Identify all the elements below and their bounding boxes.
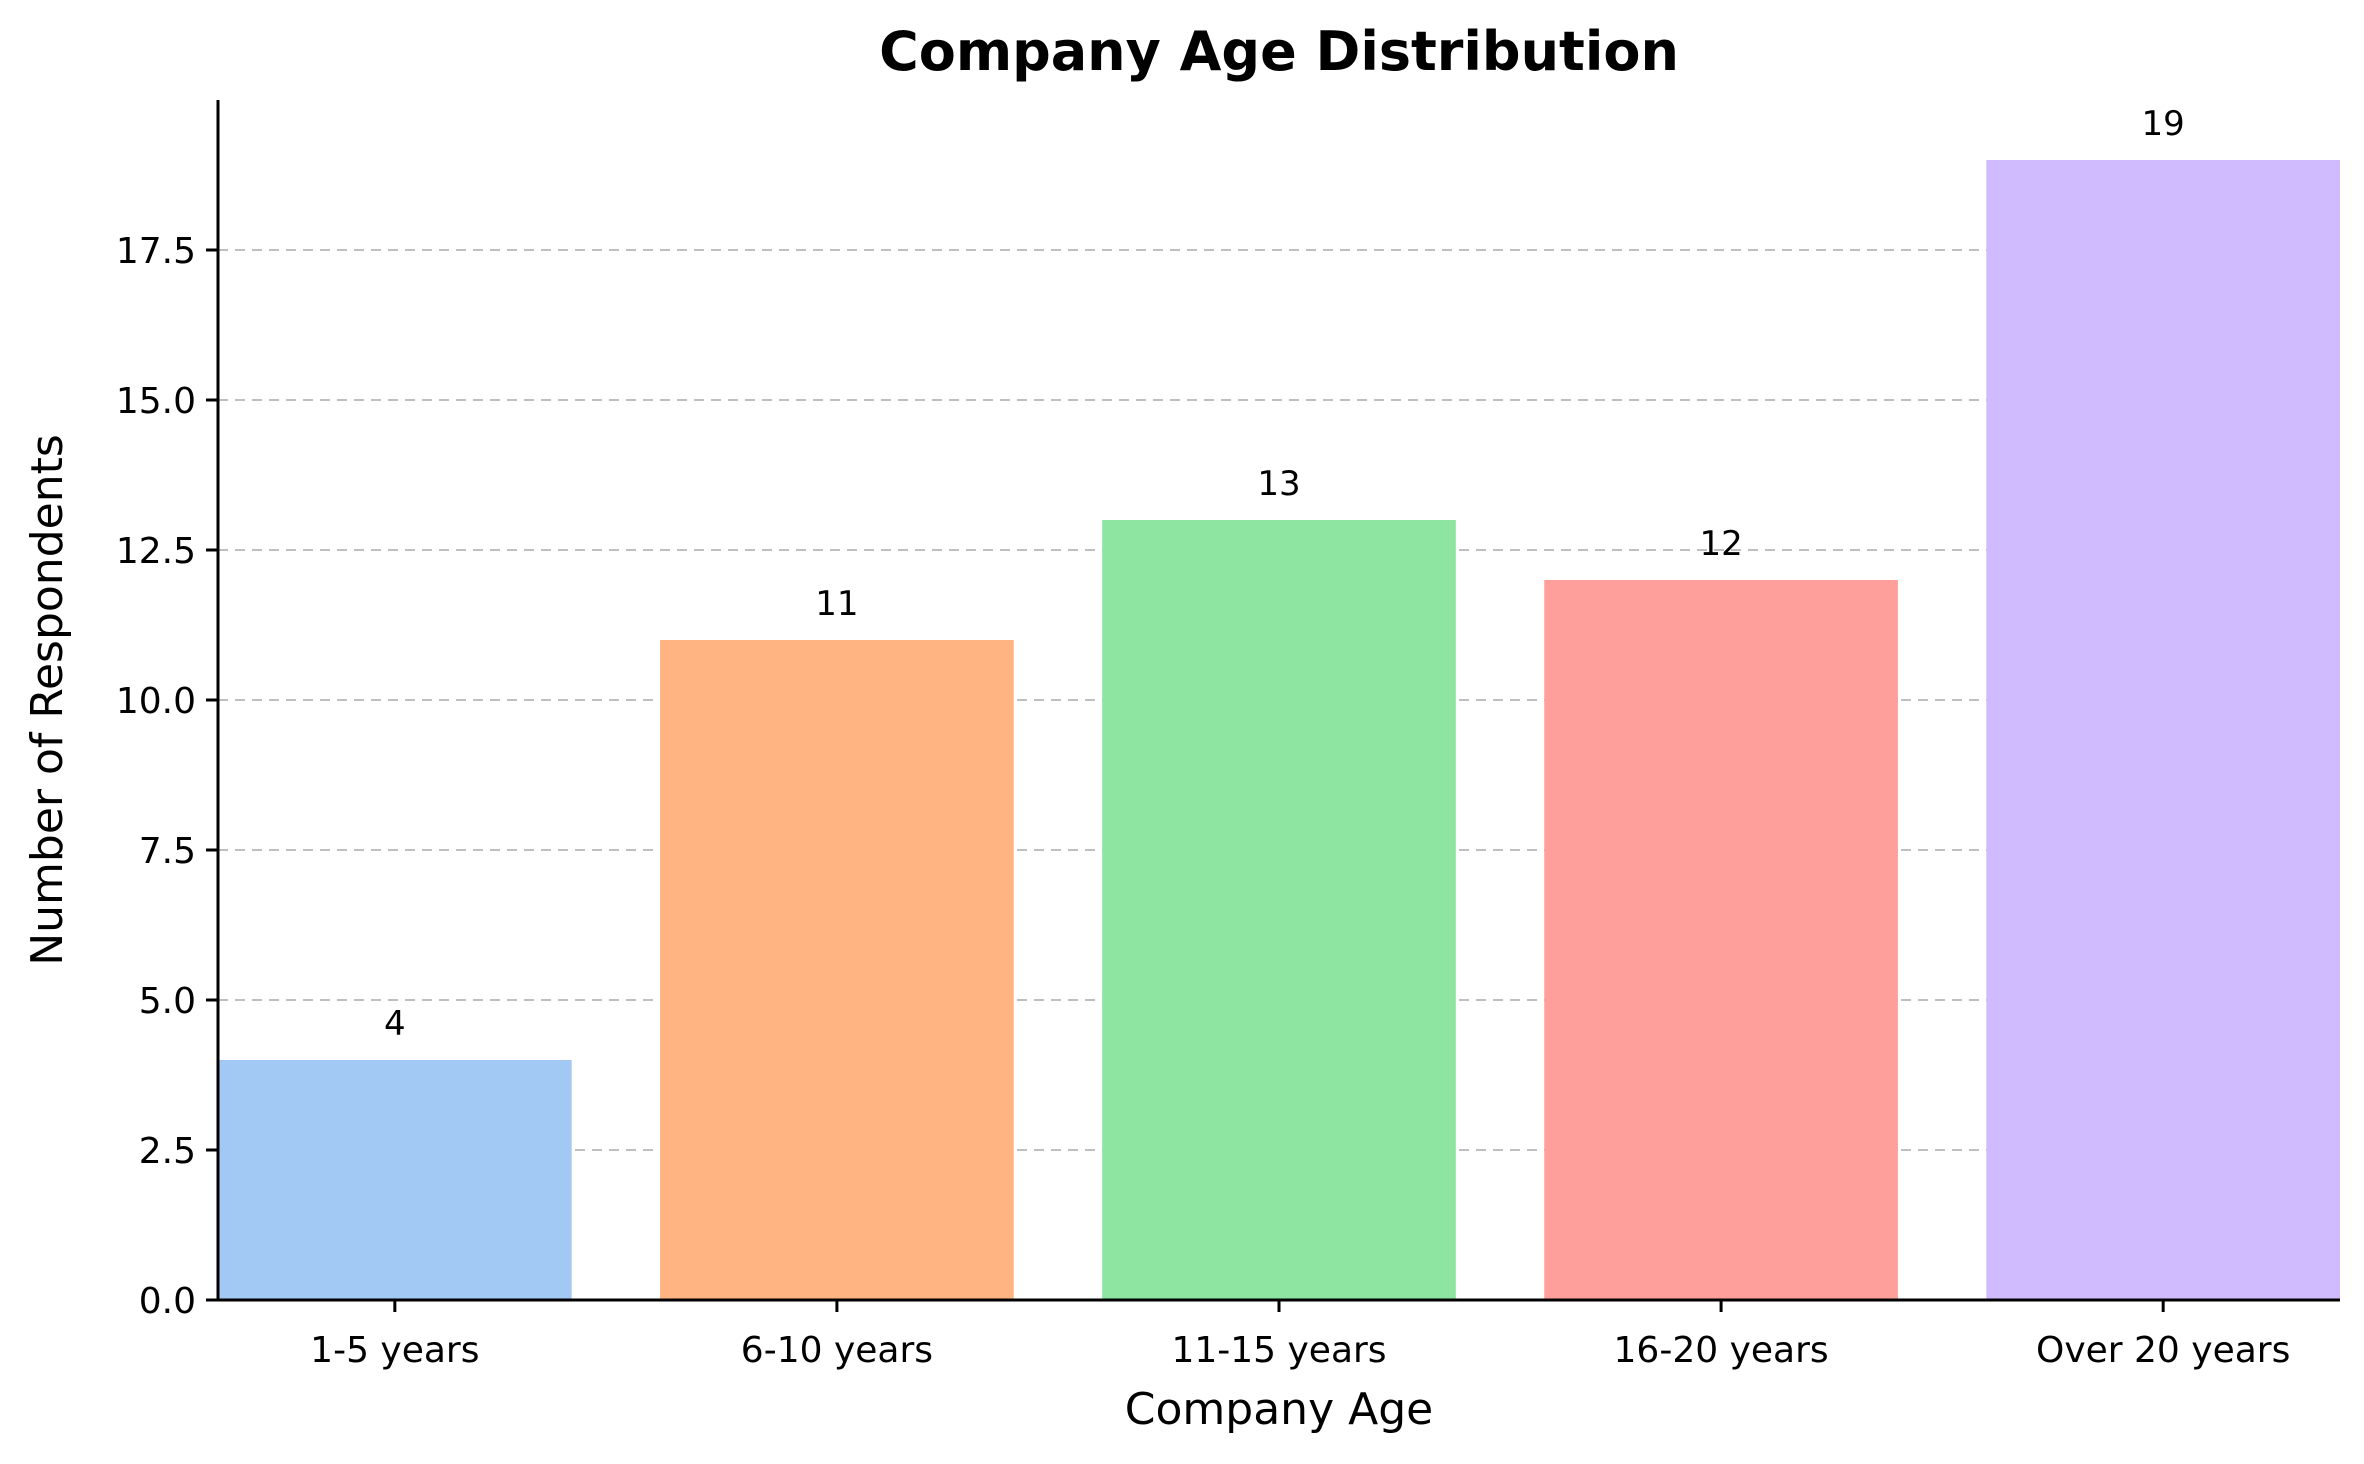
bar (660, 640, 1014, 1300)
x-axis-title: Company Age (1125, 1384, 1433, 1435)
bar-value-label: 12 (1699, 524, 1742, 564)
x-tick-label: Over 20 years (2036, 1330, 2290, 1371)
bar (218, 1060, 572, 1300)
x-ticks: 1-5 years 6-10 years 11-15 years 16-20 year… (310, 1300, 2290, 1371)
y-tick-label: 0.0 (139, 1281, 196, 1322)
chart-title: Company Age Distribution (879, 20, 1679, 83)
bar-value-label: 4 (384, 1004, 406, 1044)
bar (1102, 520, 1456, 1300)
bar-value-label: 11 (815, 584, 858, 624)
y-tick-label: 17.5 (116, 231, 196, 272)
y-tick-label: 7.5 (139, 831, 196, 872)
bar (1544, 580, 1898, 1300)
y-tick-label: 10.0 (116, 681, 196, 722)
x-tick-label: 1-5 years (310, 1330, 479, 1371)
data-labels: 4 11 13 12 19 (384, 104, 2185, 1044)
x-tick-label: 6-10 years (741, 1330, 933, 1371)
x-tick-label: 16-20 years (1614, 1330, 1829, 1371)
y-tick-label: 15.0 (116, 381, 196, 422)
y-ticks: 0.0 2.5 5.0 7.5 10.0 12.5 15.0 17.5 (116, 231, 218, 1322)
bar-value-label: 13 (1257, 464, 1300, 504)
y-axis-title: Number of Respondents (22, 434, 73, 966)
y-tick-label: 2.5 (139, 1131, 196, 1172)
bar (1986, 160, 2340, 1300)
y-tick-label: 5.0 (139, 981, 196, 1022)
x-tick-label: 11-15 years (1171, 1330, 1386, 1371)
bars (218, 160, 2340, 1300)
bar-value-label: 19 (2142, 104, 2185, 144)
y-tick-label: 12.5 (116, 531, 196, 572)
